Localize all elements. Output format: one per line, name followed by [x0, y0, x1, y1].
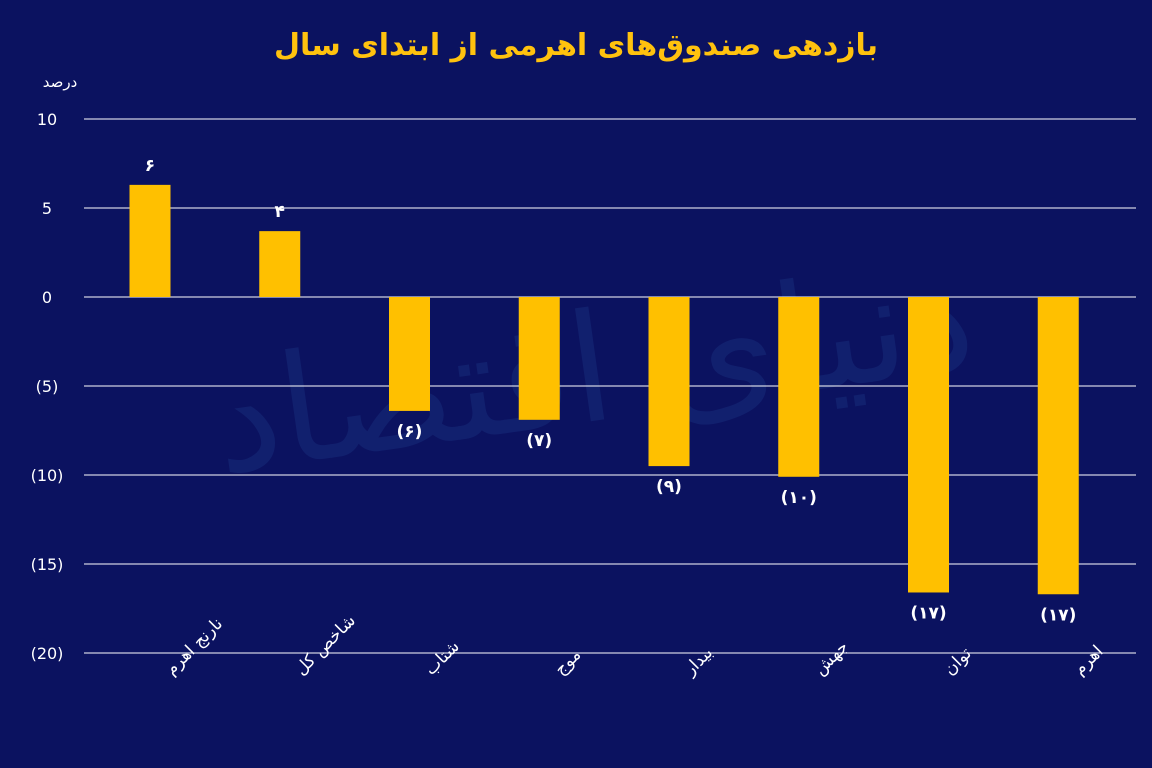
chart-title: بازدهی صندوق‌های اهرمی از ابتدای سال	[274, 28, 878, 63]
bar	[1037, 297, 1079, 595]
bar	[259, 231, 301, 297]
data-label: (۷)	[526, 431, 552, 451]
x-tick-label: موج	[551, 645, 586, 680]
data-label: (۱۷)	[1040, 605, 1076, 625]
bar	[778, 297, 820, 477]
x-tick-label: شاخص کل	[291, 611, 360, 680]
y-tick-label: (15)	[31, 555, 64, 574]
data-label: (۹)	[656, 477, 682, 497]
y-tick-label: (10)	[31, 466, 64, 485]
data-label: ۴	[275, 202, 285, 222]
y-tick-label: 10	[37, 110, 57, 129]
x-tick-label: بیدار	[680, 643, 717, 680]
watermark: دنیای اقتصاد	[202, 230, 985, 509]
y-axis-unit-label: درصد	[43, 73, 78, 91]
bar	[648, 297, 690, 467]
bar	[908, 297, 949, 593]
x-tick-label: نارنج اهرم	[161, 614, 227, 680]
x-tick-label: شتاب	[421, 637, 464, 680]
data-label: (۱۰)	[781, 488, 817, 508]
y-tick-label: (5)	[36, 377, 59, 396]
bar	[129, 184, 171, 297]
y-tick-label: 0	[42, 288, 52, 307]
x-tick-label: جهش	[810, 637, 852, 679]
y-tick-label: 5	[42, 199, 52, 218]
data-label: (۶)	[397, 422, 423, 442]
data-label: (۱۷)	[910, 603, 946, 623]
bar	[518, 297, 560, 420]
data-label: ۶	[145, 156, 155, 176]
x-tick-label: اهرم	[1070, 642, 1108, 680]
bar	[389, 297, 430, 411]
y-tick-label: (20)	[31, 644, 64, 663]
x-tick-label: توان	[940, 643, 976, 679]
